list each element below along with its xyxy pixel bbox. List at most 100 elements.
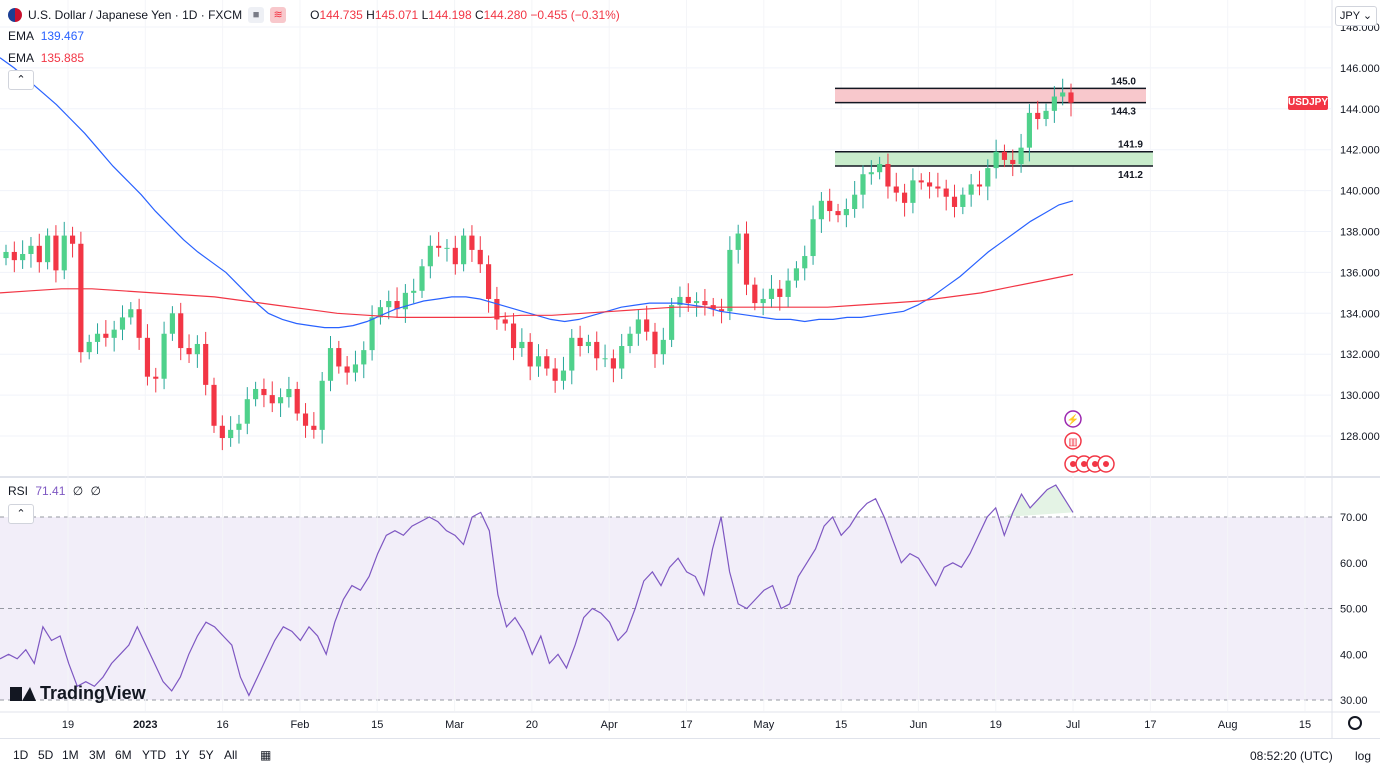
- compare-wave-icon[interactable]: ≋: [270, 7, 287, 23]
- candle: [169, 313, 175, 334]
- candle: [685, 296, 691, 304]
- collapse-rsi-button[interactable]: ⌃: [8, 504, 34, 524]
- currency-selector[interactable]: JPY ⌄: [1335, 6, 1377, 26]
- candle: [20, 253, 26, 261]
- candle: [993, 151, 999, 169]
- candle: [286, 388, 292, 398]
- candle: [203, 343, 209, 385]
- change-value: −0.455 (−0.31%): [530, 8, 620, 22]
- range-1m-button[interactable]: 1M: [62, 748, 79, 762]
- ema-fast-label: EMA: [8, 29, 34, 43]
- candle: [186, 348, 192, 355]
- rsi-line: [0, 484, 1074, 697]
- candle: [427, 245, 433, 267]
- candle: [377, 307, 383, 318]
- candle: [219, 425, 225, 439]
- candle: [269, 395, 275, 404]
- time-tick-label: 19: [62, 719, 74, 731]
- time-tick-label: 19: [990, 719, 1002, 731]
- range-1d-button[interactable]: 1D: [13, 748, 29, 762]
- candle: [727, 249, 733, 312]
- candle: [802, 256, 808, 269]
- candle: [236, 423, 242, 430]
- time-tick-label: 20: [526, 719, 538, 731]
- event-marker-dot: [1070, 461, 1076, 467]
- candle: [702, 301, 708, 306]
- open-value: 144.735: [319, 8, 363, 22]
- ema-slow-legend[interactable]: EMA 135.885: [8, 51, 84, 65]
- ema-fast-legend[interactable]: EMA 139.467: [8, 29, 84, 43]
- time-tick-label: 16: [217, 719, 229, 731]
- time-tick-label: Feb: [290, 719, 309, 731]
- date-range-calendar-icon[interactable]: ▦: [260, 748, 272, 762]
- candle: [718, 309, 725, 312]
- candle: [78, 243, 84, 353]
- candle: [544, 356, 550, 369]
- candle: [619, 346, 625, 369]
- candle: [1026, 112, 1032, 148]
- range-ytd-button[interactable]: YTD: [142, 748, 166, 762]
- range-5y-button[interactable]: 5Y: [199, 748, 214, 762]
- tradingview-mark-icon: [10, 686, 36, 701]
- event-markers: ⚡▥: [1064, 410, 1115, 473]
- candle: [211, 384, 217, 426]
- candle: [768, 288, 775, 299]
- candle: [86, 341, 92, 353]
- symbol-legend: U.S. Dollar / Japanese Yen · 1D · FXCM ■…: [8, 4, 620, 26]
- candle: [153, 376, 159, 379]
- candle: [552, 368, 558, 381]
- candle: [852, 194, 858, 210]
- candle: [119, 317, 126, 330]
- candle: [818, 200, 824, 220]
- range-5d-button[interactable]: 5D: [38, 748, 54, 762]
- price-tick-label: 144.000: [1340, 104, 1380, 116]
- candle: [311, 425, 317, 430]
- support-bottom-label: 141.2: [1118, 170, 1143, 181]
- symbol-title[interactable]: U.S. Dollar / Japanese Yen · 1D · FXCM: [28, 8, 243, 22]
- resistance-top-label: 145.0: [1111, 76, 1136, 87]
- candle: [843, 209, 849, 216]
- dividend-event-icon-glyph: ⚡: [1067, 413, 1079, 426]
- candle: [893, 186, 899, 193]
- event-marker-dot: [1092, 461, 1098, 467]
- candle: [228, 429, 234, 439]
- candle: [951, 196, 958, 207]
- candle: [743, 233, 750, 285]
- ema-slow-line: [0, 273, 1074, 318]
- settings-gear-icon[interactable]: [1348, 716, 1362, 730]
- candle: [577, 337, 583, 347]
- chart-canvas[interactable]: 128.000 130.000 132.000 134.000 136.000 138.0…: [0, 0, 1380, 738]
- candle: [502, 319, 508, 324]
- rsi-label: RSI: [8, 484, 29, 498]
- candle: [627, 333, 633, 347]
- candle: [777, 288, 783, 297]
- candle: [111, 329, 117, 338]
- candle: [94, 333, 101, 342]
- time-tick-label: Jul: [1066, 719, 1080, 731]
- candle: [419, 266, 425, 291]
- candle: [926, 182, 933, 187]
- range-all-button[interactable]: All: [224, 748, 238, 762]
- candle: [103, 333, 109, 338]
- candle: [735, 233, 741, 250]
- range-1y-button[interactable]: 1Y: [175, 748, 190, 762]
- collapse-legend-button[interactable]: ⌃: [8, 70, 34, 90]
- candle: [644, 319, 650, 332]
- candle: [3, 251, 9, 259]
- eye-toggle-icon[interactable]: ■: [248, 7, 265, 23]
- candle: [527, 341, 533, 367]
- candle: [144, 337, 151, 377]
- candle: [1018, 147, 1024, 165]
- candle: [610, 358, 616, 369]
- candle: [161, 333, 167, 379]
- range-6m-button[interactable]: 6M: [115, 748, 132, 762]
- close-value: 144.280: [483, 8, 528, 22]
- candle: [935, 186, 941, 189]
- rsi-legend[interactable]: RSI 71.41 ∅ ∅: [8, 484, 101, 498]
- time-tick-label: Apr: [601, 719, 618, 731]
- log-scale-toggle[interactable]: log: [1355, 749, 1372, 763]
- utc-clock[interactable]: 08:52:20 (UTC): [1250, 749, 1333, 763]
- range-3m-button[interactable]: 3M: [89, 748, 106, 762]
- candle: [785, 280, 791, 297]
- candle: [585, 341, 592, 347]
